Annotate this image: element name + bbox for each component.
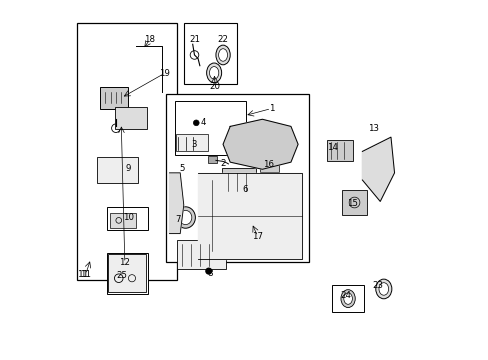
Circle shape xyxy=(193,120,199,126)
Text: 15: 15 xyxy=(346,199,357,208)
Text: 5: 5 xyxy=(179,164,184,173)
Ellipse shape xyxy=(216,45,230,65)
FancyBboxPatch shape xyxy=(165,94,308,262)
Text: 17: 17 xyxy=(252,232,263,241)
Text: 20: 20 xyxy=(209,82,220,91)
FancyBboxPatch shape xyxy=(326,140,352,161)
Text: 9: 9 xyxy=(125,164,131,173)
Ellipse shape xyxy=(340,290,354,307)
Text: 11: 11 xyxy=(78,270,89,279)
Circle shape xyxy=(205,268,211,274)
FancyBboxPatch shape xyxy=(107,207,148,230)
FancyBboxPatch shape xyxy=(222,168,256,195)
FancyBboxPatch shape xyxy=(77,23,176,280)
FancyBboxPatch shape xyxy=(208,156,217,163)
Polygon shape xyxy=(362,137,394,202)
Text: 7: 7 xyxy=(175,215,180,224)
Polygon shape xyxy=(169,173,183,234)
Text: 2: 2 xyxy=(220,159,225,168)
FancyBboxPatch shape xyxy=(175,102,246,155)
FancyBboxPatch shape xyxy=(177,240,225,269)
FancyBboxPatch shape xyxy=(259,156,279,172)
Text: 3: 3 xyxy=(191,140,197,149)
FancyBboxPatch shape xyxy=(115,108,147,129)
Text: 18: 18 xyxy=(144,35,155,44)
Text: 10: 10 xyxy=(122,213,134,222)
Ellipse shape xyxy=(378,283,388,295)
Text: 25: 25 xyxy=(117,271,127,280)
Text: 23: 23 xyxy=(371,281,383,290)
FancyBboxPatch shape xyxy=(100,87,128,109)
Text: 19: 19 xyxy=(159,69,169,78)
Ellipse shape xyxy=(218,49,227,61)
Text: 8: 8 xyxy=(207,269,213,278)
Ellipse shape xyxy=(206,63,221,83)
FancyBboxPatch shape xyxy=(331,285,364,312)
Circle shape xyxy=(262,161,267,166)
FancyBboxPatch shape xyxy=(366,150,387,183)
Text: 4: 4 xyxy=(200,118,206,127)
FancyBboxPatch shape xyxy=(110,212,136,228)
Text: 22: 22 xyxy=(217,35,228,44)
Text: 16: 16 xyxy=(263,160,274,169)
Ellipse shape xyxy=(209,67,218,79)
Text: 1: 1 xyxy=(268,104,273,113)
FancyBboxPatch shape xyxy=(107,253,148,294)
Text: 11: 11 xyxy=(80,270,91,279)
Text: 6: 6 xyxy=(242,185,247,194)
Text: 14: 14 xyxy=(326,143,337,152)
Polygon shape xyxy=(223,119,298,169)
Text: 13: 13 xyxy=(367,124,378,133)
FancyBboxPatch shape xyxy=(183,23,237,84)
FancyBboxPatch shape xyxy=(107,254,145,292)
Ellipse shape xyxy=(175,207,195,228)
FancyBboxPatch shape xyxy=(341,190,366,215)
Polygon shape xyxy=(198,173,301,258)
Text: 24: 24 xyxy=(340,291,351,300)
Ellipse shape xyxy=(179,210,191,225)
Ellipse shape xyxy=(343,293,352,304)
FancyBboxPatch shape xyxy=(97,157,138,183)
Ellipse shape xyxy=(375,279,391,299)
Text: 21: 21 xyxy=(189,35,200,44)
Text: 12: 12 xyxy=(119,258,130,267)
FancyBboxPatch shape xyxy=(176,134,207,151)
